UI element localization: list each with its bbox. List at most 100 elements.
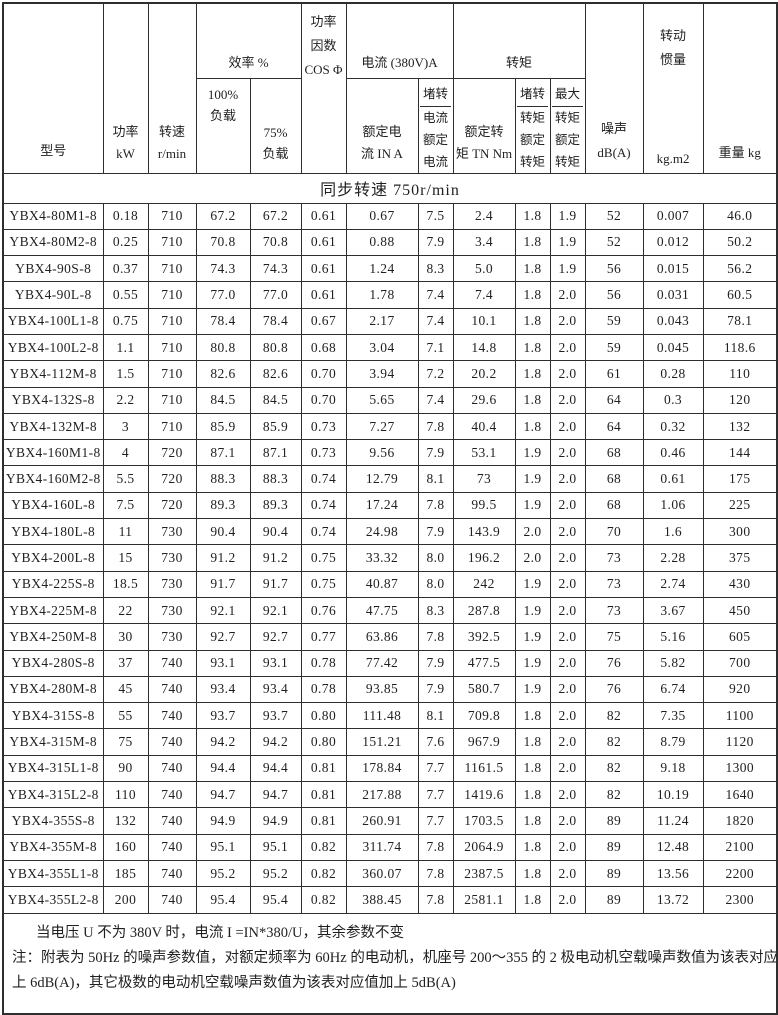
cell-inertia: 7.35 — [642, 702, 704, 730]
cell-max-torque-ratio: 2.0 — [549, 570, 586, 598]
table-row: YBX4-160M2-8 5.5 720 88.3 88.3 0.74 12.79 8.1 73… — [2, 465, 778, 493]
cell-eff-100: 74.3 — [195, 255, 251, 283]
cell-max-torque-ratio: 2.0 — [549, 544, 586, 572]
cell-power-kw: 0.25 — [102, 228, 149, 257]
cell-max-torque-ratio: 2.0 — [549, 518, 586, 546]
cell-eff-100: 95.2 — [195, 859, 251, 888]
cell-inertia: 0.012 — [642, 228, 704, 257]
col-header-weight: 重量 kg — [702, 2, 778, 174]
cell-speed: 720 — [147, 465, 197, 493]
cell-speed: 740 — [147, 886, 197, 914]
cell-model: YBX4-355L1-8 — [2, 859, 104, 888]
cell-rated-current: 1.78 — [345, 281, 419, 309]
cell-locked-current-ratio: 7.8 — [417, 491, 454, 520]
cell-cos-phi: 0.61 — [300, 255, 347, 283]
cell-power-kw: 75 — [102, 728, 149, 756]
cell-weight: 2100 — [702, 833, 778, 861]
cell-rated-current: 2.17 — [345, 307, 419, 335]
col-header-inertia: 转动 惯量 kg.m2 — [642, 2, 704, 174]
cell-speed: 710 — [147, 307, 197, 335]
cell-model: YBX4-315L1-8 — [2, 754, 104, 783]
cell-model: YBX4-280S-8 — [2, 649, 104, 677]
table-row: YBX4-355L2-8 200 740 95.4 95.4 0.82 388.45 7.8 2… — [2, 886, 778, 914]
cell-speed: 730 — [147, 544, 197, 572]
cell-rated-current: 3.04 — [345, 333, 419, 362]
cell-eff-75: 77.0 — [249, 281, 302, 309]
cell-weight: 78.1 — [702, 307, 778, 335]
cell-eff-100: 84.5 — [195, 386, 251, 414]
cell-cos-phi: 0.78 — [300, 675, 347, 704]
cell-eff-75: 88.3 — [249, 465, 302, 493]
cell-model: YBX4-112M-8 — [2, 360, 104, 388]
cell-noise: 82 — [584, 702, 644, 730]
cell-eff-100: 91.2 — [195, 544, 251, 572]
cell-model: YBX4-280M-8 — [2, 675, 104, 704]
cell-cos-phi: 0.73 — [300, 412, 347, 441]
cell-locked-current-ratio: 8.0 — [417, 570, 454, 598]
cell-eff-100: 93.1 — [195, 649, 251, 677]
cell-noise: 75 — [584, 623, 644, 651]
cell-noise: 89 — [584, 859, 644, 888]
cell-eff-75: 93.7 — [249, 702, 302, 730]
cell-inertia: 13.72 — [642, 886, 704, 914]
cell-locked-current-ratio: 7.9 — [417, 675, 454, 704]
cell-rated-torque: 580.7 — [452, 675, 516, 704]
cell-noise: 56 — [584, 281, 644, 309]
cell-model: YBX4-80M2-8 — [2, 228, 104, 257]
cell-speed: 730 — [147, 596, 197, 625]
cell-model: YBX4-132M-8 — [2, 412, 104, 441]
cell-weight: 300 — [702, 518, 778, 546]
cell-cos-phi: 0.78 — [300, 649, 347, 677]
cell-max-torque-ratio: 2.0 — [549, 675, 586, 704]
cell-rated-torque: 2064.9 — [452, 833, 516, 861]
cell-power-kw: 0.37 — [102, 255, 149, 283]
cell-locked-current-ratio: 7.8 — [417, 859, 454, 888]
cell-model: YBX4-315S-8 — [2, 702, 104, 730]
cell-power-kw: 11 — [102, 518, 149, 546]
cell-model: YBX4-90S-8 — [2, 255, 104, 283]
cell-max-torque-ratio: 2.0 — [549, 886, 586, 914]
cell-model: YBX4-80M1-8 — [2, 202, 104, 230]
cell-model: YBX4-355M-8 — [2, 833, 104, 861]
cell-power-kw: 185 — [102, 859, 149, 888]
cell-rated-current: 5.65 — [345, 386, 419, 414]
cell-rated-torque: 196.2 — [452, 544, 516, 572]
cell-rated-torque: 242 — [452, 570, 516, 598]
cell-weight: 120 — [702, 386, 778, 414]
cell-locked-current-ratio: 7.8 — [417, 623, 454, 651]
cell-eff-100: 70.8 — [195, 228, 251, 257]
cell-rated-current: 111.48 — [345, 702, 419, 730]
cell-weight: 1120 — [702, 728, 778, 756]
cell-power-kw: 55 — [102, 702, 149, 730]
cell-rated-torque: 709.8 — [452, 702, 516, 730]
table-row: YBX4-250M-8 30 730 92.7 92.7 0.77 63.86 7.8 392.… — [2, 623, 778, 651]
cell-inertia: 0.007 — [642, 202, 704, 230]
col-header-rated-current: 额定电 流 IN A — [345, 77, 419, 174]
table-row: YBX4-100L1-8 0.75 710 78.4 78.4 0.67 2.17 7.4 10… — [2, 307, 778, 335]
cell-eff-100: 95.4 — [195, 886, 251, 914]
cell-inertia: 0.015 — [642, 255, 704, 283]
cell-rated-current: 40.87 — [345, 570, 419, 598]
cell-eff-75: 90.4 — [249, 518, 302, 546]
table-row: YBX4-160M1-8 4 720 87.1 87.1 0.73 9.56 7.9 53.1 1… — [2, 439, 778, 467]
cell-model: YBX4-225S-8 — [2, 570, 104, 598]
cell-eff-75: 67.2 — [249, 202, 302, 230]
cell-cos-phi: 0.61 — [300, 202, 347, 230]
cell-model: YBX4-100L1-8 — [2, 307, 104, 335]
cell-rated-current: 217.88 — [345, 781, 419, 809]
col-header-power: 功率 kW — [102, 2, 149, 174]
cell-speed: 740 — [147, 728, 197, 756]
cell-rated-current: 3.94 — [345, 360, 419, 388]
cell-weight: 110 — [702, 360, 778, 388]
cell-model: YBX4-160L-8 — [2, 491, 104, 520]
cell-rated-current: 12.79 — [345, 465, 419, 493]
cell-cos-phi: 0.70 — [300, 386, 347, 414]
cell-rated-torque: 14.8 — [452, 333, 516, 362]
cell-locked-current-ratio: 7.1 — [417, 333, 454, 362]
cell-max-torque-ratio: 1.9 — [549, 202, 586, 230]
cell-locked-torque-ratio: 1.9 — [514, 596, 551, 625]
cell-rated-torque: 20.2 — [452, 360, 516, 388]
cell-noise: 73 — [584, 570, 644, 598]
cell-model: YBX4-225M-8 — [2, 596, 104, 625]
